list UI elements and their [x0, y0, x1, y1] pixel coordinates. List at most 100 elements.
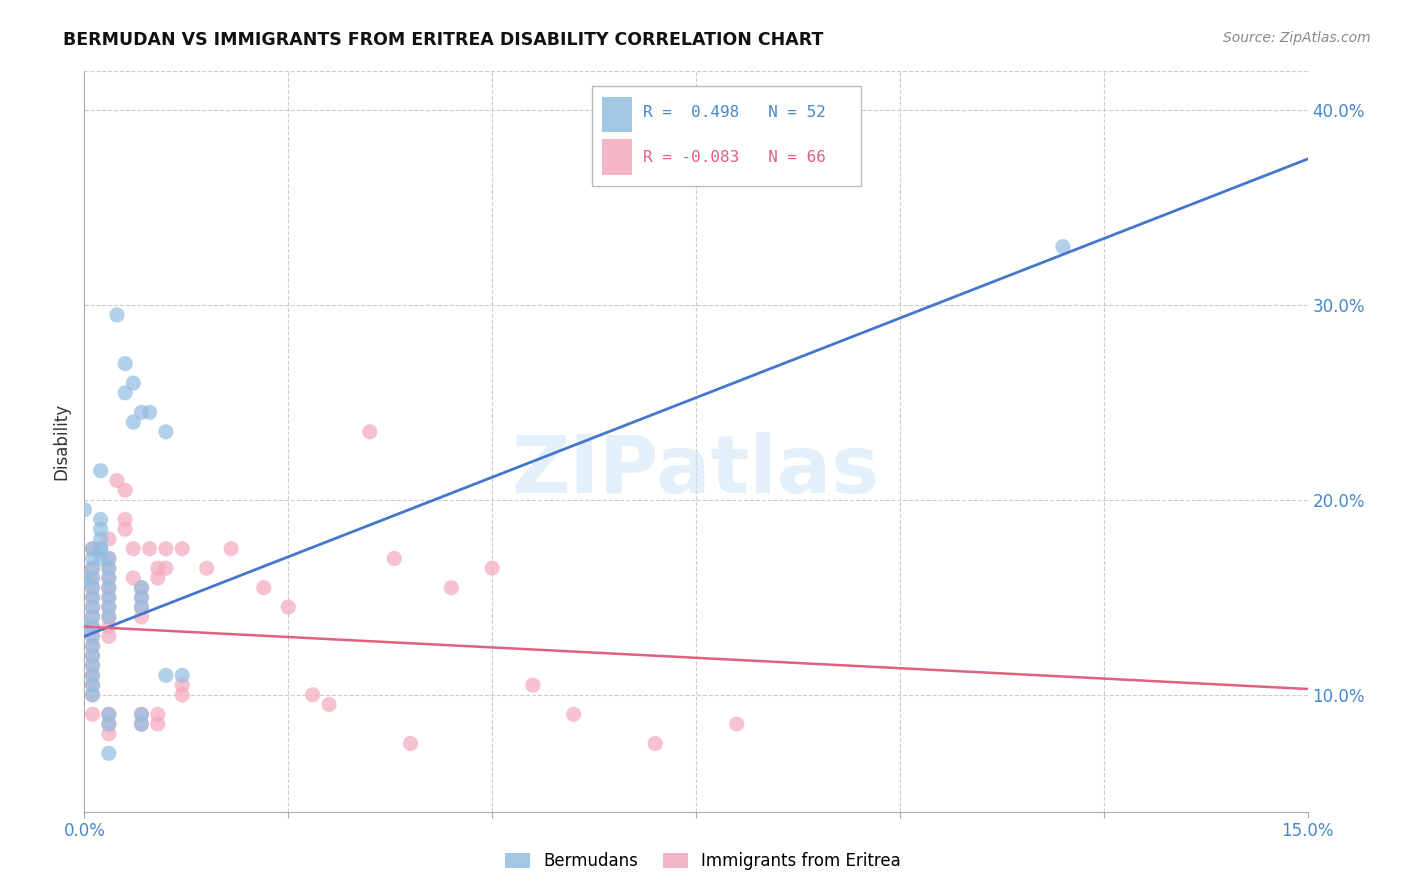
- Point: [82, 619, 104, 633]
- Point: [82, 678, 104, 692]
- Point: [131, 717, 153, 731]
- Point: [131, 610, 153, 624]
- Point: [114, 385, 136, 400]
- Point: [253, 581, 276, 595]
- Point: [155, 425, 177, 439]
- Point: [122, 415, 145, 429]
- Point: [97, 581, 120, 595]
- Point: [82, 668, 104, 682]
- Point: [481, 561, 503, 575]
- Point: [82, 639, 104, 653]
- Bar: [602, 96, 633, 132]
- Point: [131, 591, 153, 605]
- Point: [562, 707, 585, 722]
- Point: [97, 610, 120, 624]
- Point: [522, 678, 544, 692]
- Point: [90, 532, 112, 546]
- Point: [82, 551, 104, 566]
- Point: [97, 619, 120, 633]
- Text: BERMUDAN VS IMMIGRANTS FROM ERITREA DISABILITY CORRELATION CHART: BERMUDAN VS IMMIGRANTS FROM ERITREA DISA…: [63, 31, 824, 49]
- Point: [82, 610, 104, 624]
- Point: [82, 707, 104, 722]
- Point: [73, 619, 96, 633]
- Point: [97, 707, 120, 722]
- Point: [138, 405, 160, 419]
- Point: [131, 707, 153, 722]
- Point: [82, 648, 104, 663]
- Point: [82, 571, 104, 585]
- Point: [172, 668, 194, 682]
- Point: [97, 571, 120, 585]
- Point: [131, 600, 153, 615]
- Point: [146, 571, 169, 585]
- Point: [82, 591, 104, 605]
- Point: [90, 512, 112, 526]
- Point: [1052, 240, 1074, 254]
- Point: [82, 591, 104, 605]
- Point: [97, 629, 120, 643]
- Point: [82, 581, 104, 595]
- Point: [97, 746, 120, 760]
- Point: [219, 541, 242, 556]
- Text: ZIPatlas: ZIPatlas: [512, 432, 880, 510]
- Point: [82, 610, 104, 624]
- Point: [105, 474, 128, 488]
- Point: [97, 571, 120, 585]
- Point: [82, 619, 104, 633]
- Point: [97, 591, 120, 605]
- Point: [82, 600, 104, 615]
- Point: [114, 522, 136, 536]
- Point: [97, 591, 120, 605]
- Text: R = -0.083   N = 66: R = -0.083 N = 66: [644, 150, 827, 165]
- Point: [172, 688, 194, 702]
- Point: [82, 600, 104, 615]
- Point: [97, 727, 120, 741]
- Point: [155, 541, 177, 556]
- Point: [82, 658, 104, 673]
- Point: [82, 688, 104, 702]
- Point: [399, 737, 422, 751]
- Point: [90, 551, 112, 566]
- Point: [172, 541, 194, 556]
- Point: [97, 581, 120, 595]
- Point: [97, 600, 120, 615]
- Point: [82, 581, 104, 595]
- Point: [97, 551, 120, 566]
- Point: [73, 571, 96, 585]
- Point: [97, 707, 120, 722]
- Bar: [602, 139, 633, 175]
- Point: [97, 717, 120, 731]
- Point: [359, 425, 381, 439]
- Point: [131, 600, 153, 615]
- Point: [138, 541, 160, 556]
- Point: [82, 629, 104, 643]
- Point: [105, 308, 128, 322]
- Point: [97, 551, 120, 566]
- Point: [114, 357, 136, 371]
- Point: [82, 541, 104, 556]
- Point: [82, 561, 104, 575]
- Point: [114, 483, 136, 498]
- Point: [82, 678, 104, 692]
- Point: [82, 668, 104, 682]
- Point: [122, 571, 145, 585]
- Point: [82, 639, 104, 653]
- Point: [114, 512, 136, 526]
- Point: [73, 502, 96, 516]
- Point: [82, 658, 104, 673]
- Point: [97, 600, 120, 615]
- Point: [131, 717, 153, 731]
- Point: [97, 717, 120, 731]
- Point: [155, 561, 177, 575]
- Point: [277, 600, 299, 615]
- Point: [90, 522, 112, 536]
- Point: [440, 581, 463, 595]
- Point: [146, 561, 169, 575]
- Point: [97, 610, 120, 624]
- Point: [131, 591, 153, 605]
- Point: [644, 737, 666, 751]
- Point: [82, 571, 104, 585]
- Point: [146, 707, 169, 722]
- Point: [155, 668, 177, 682]
- Point: [131, 581, 153, 595]
